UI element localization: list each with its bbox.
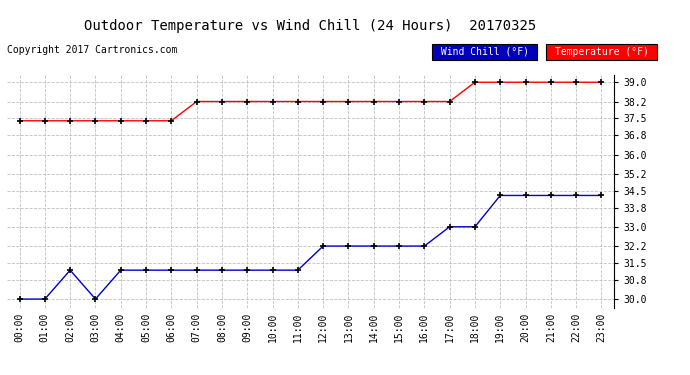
Text: Copyright 2017 Cartronics.com: Copyright 2017 Cartronics.com [7,45,177,55]
Text: Outdoor Temperature vs Wind Chill (24 Hours)  20170325: Outdoor Temperature vs Wind Chill (24 Ho… [84,19,537,33]
Text: Temperature (°F): Temperature (°F) [549,47,654,57]
Text: Wind Chill (°F): Wind Chill (°F) [435,47,535,57]
